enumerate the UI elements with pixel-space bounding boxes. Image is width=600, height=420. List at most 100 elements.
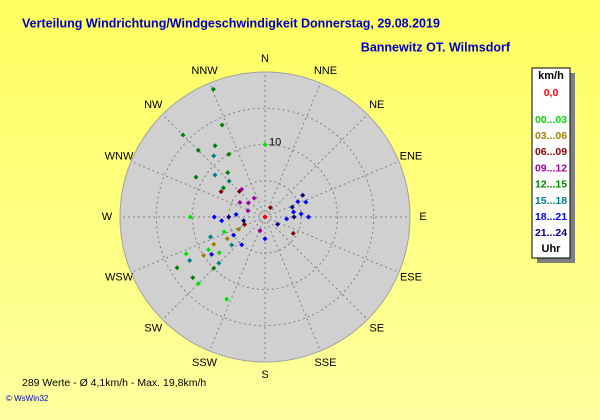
radial-line bbox=[209, 216, 266, 352]
data-point bbox=[218, 189, 224, 195]
data-point bbox=[216, 260, 222, 266]
data-point bbox=[245, 200, 251, 206]
data-point bbox=[251, 195, 257, 201]
data-point bbox=[187, 258, 193, 263]
data-point bbox=[284, 216, 290, 222]
radial-line bbox=[264, 216, 368, 320]
copyright: © WsWin32 bbox=[6, 394, 49, 403]
legend-box bbox=[531, 67, 571, 259]
data-point bbox=[303, 199, 309, 205]
data-point bbox=[245, 208, 251, 214]
data-point bbox=[295, 199, 301, 205]
direction-label: NNE bbox=[314, 65, 337, 77]
legend-entry: 00...03 bbox=[535, 114, 567, 126]
data-point bbox=[257, 228, 263, 234]
data-point bbox=[289, 204, 295, 210]
data-point bbox=[219, 122, 225, 128]
data-point bbox=[239, 186, 245, 192]
data-point bbox=[226, 214, 232, 220]
data-point bbox=[219, 218, 225, 224]
data-point bbox=[226, 151, 232, 157]
data-point bbox=[211, 241, 217, 247]
legend-entry: 0,0 bbox=[544, 87, 559, 99]
direction-label: N bbox=[261, 53, 269, 65]
chart-subtitle: Bannewitz OT. Wilmsdorf bbox=[361, 40, 511, 54]
direction-label: S bbox=[261, 369, 268, 381]
data-point bbox=[226, 178, 232, 184]
data-point bbox=[262, 236, 268, 242]
data-point bbox=[231, 232, 237, 238]
radial-line bbox=[130, 161, 266, 218]
direction-label: SSW bbox=[192, 357, 218, 369]
data-point bbox=[183, 251, 189, 257]
data-point bbox=[195, 147, 201, 153]
data-point bbox=[212, 172, 218, 178]
data-point bbox=[262, 142, 268, 147]
direction-label: SE bbox=[369, 323, 384, 335]
direction-label: ESE bbox=[400, 271, 422, 283]
data-point bbox=[180, 132, 186, 138]
data-point bbox=[211, 214, 217, 220]
data-point bbox=[241, 218, 247, 224]
data-point bbox=[239, 242, 245, 248]
data-point bbox=[233, 211, 239, 217]
direction-label: SSE bbox=[314, 357, 336, 369]
data-point bbox=[174, 265, 180, 271]
footer: 289 Werte - Ø 4,1km/h - Max. 19,8km/h bbox=[22, 377, 206, 389]
legend-entry: 06...09 bbox=[535, 146, 567, 158]
grid-ring bbox=[155, 107, 375, 327]
legend-footer: Uhr bbox=[542, 243, 562, 255]
data-point bbox=[306, 214, 311, 220]
legend-entry: 21...24 bbox=[535, 227, 567, 239]
legend-title: km/h bbox=[538, 70, 564, 82]
data-point bbox=[291, 209, 297, 215]
data-point bbox=[291, 214, 297, 220]
data-point bbox=[267, 205, 273, 211]
radial-line bbox=[264, 82, 321, 218]
legend-entry: 03...06 bbox=[535, 130, 567, 142]
direction-label: SW bbox=[144, 323, 162, 335]
data-point bbox=[211, 265, 217, 271]
legend-entry: 18...21 bbox=[535, 211, 567, 223]
data-point bbox=[262, 214, 268, 220]
legend-entry: 12...15 bbox=[535, 179, 567, 191]
direction-label: W bbox=[102, 211, 113, 223]
radial-line bbox=[264, 216, 400, 273]
data-point bbox=[225, 170, 231, 176]
direction-label: NE bbox=[369, 99, 384, 111]
radial-line bbox=[162, 216, 266, 320]
data-point bbox=[210, 86, 216, 92]
data-point bbox=[224, 296, 230, 302]
data-point bbox=[211, 153, 217, 159]
data-point bbox=[193, 174, 199, 180]
r-tick-label: 10 bbox=[269, 136, 281, 148]
data-point bbox=[190, 275, 196, 281]
radial-line bbox=[209, 82, 266, 218]
direction-label: E bbox=[419, 211, 426, 223]
radial-line bbox=[130, 216, 266, 273]
data-point bbox=[242, 221, 248, 227]
data-point bbox=[229, 242, 235, 248]
data-point bbox=[298, 211, 304, 217]
data-point bbox=[224, 236, 230, 242]
radial-line bbox=[264, 161, 400, 218]
data-point bbox=[201, 252, 207, 258]
data-point bbox=[205, 247, 211, 253]
direction-label: WSW bbox=[105, 271, 134, 283]
direction-label: WNW bbox=[105, 150, 134, 162]
rose-outline bbox=[119, 71, 411, 363]
direction-label: NW bbox=[144, 99, 163, 111]
data-point bbox=[212, 143, 218, 149]
radial-line bbox=[264, 216, 321, 352]
data-point bbox=[236, 226, 242, 232]
legend-entry: 15...18 bbox=[535, 195, 567, 207]
direction-label: NNW bbox=[191, 65, 218, 77]
data-point bbox=[220, 185, 226, 191]
data-point bbox=[216, 250, 222, 256]
data-point bbox=[209, 251, 215, 257]
legend-entry: 09...12 bbox=[535, 162, 567, 174]
data-point bbox=[290, 230, 296, 236]
data-point bbox=[275, 221, 281, 227]
radial-line bbox=[162, 114, 266, 218]
